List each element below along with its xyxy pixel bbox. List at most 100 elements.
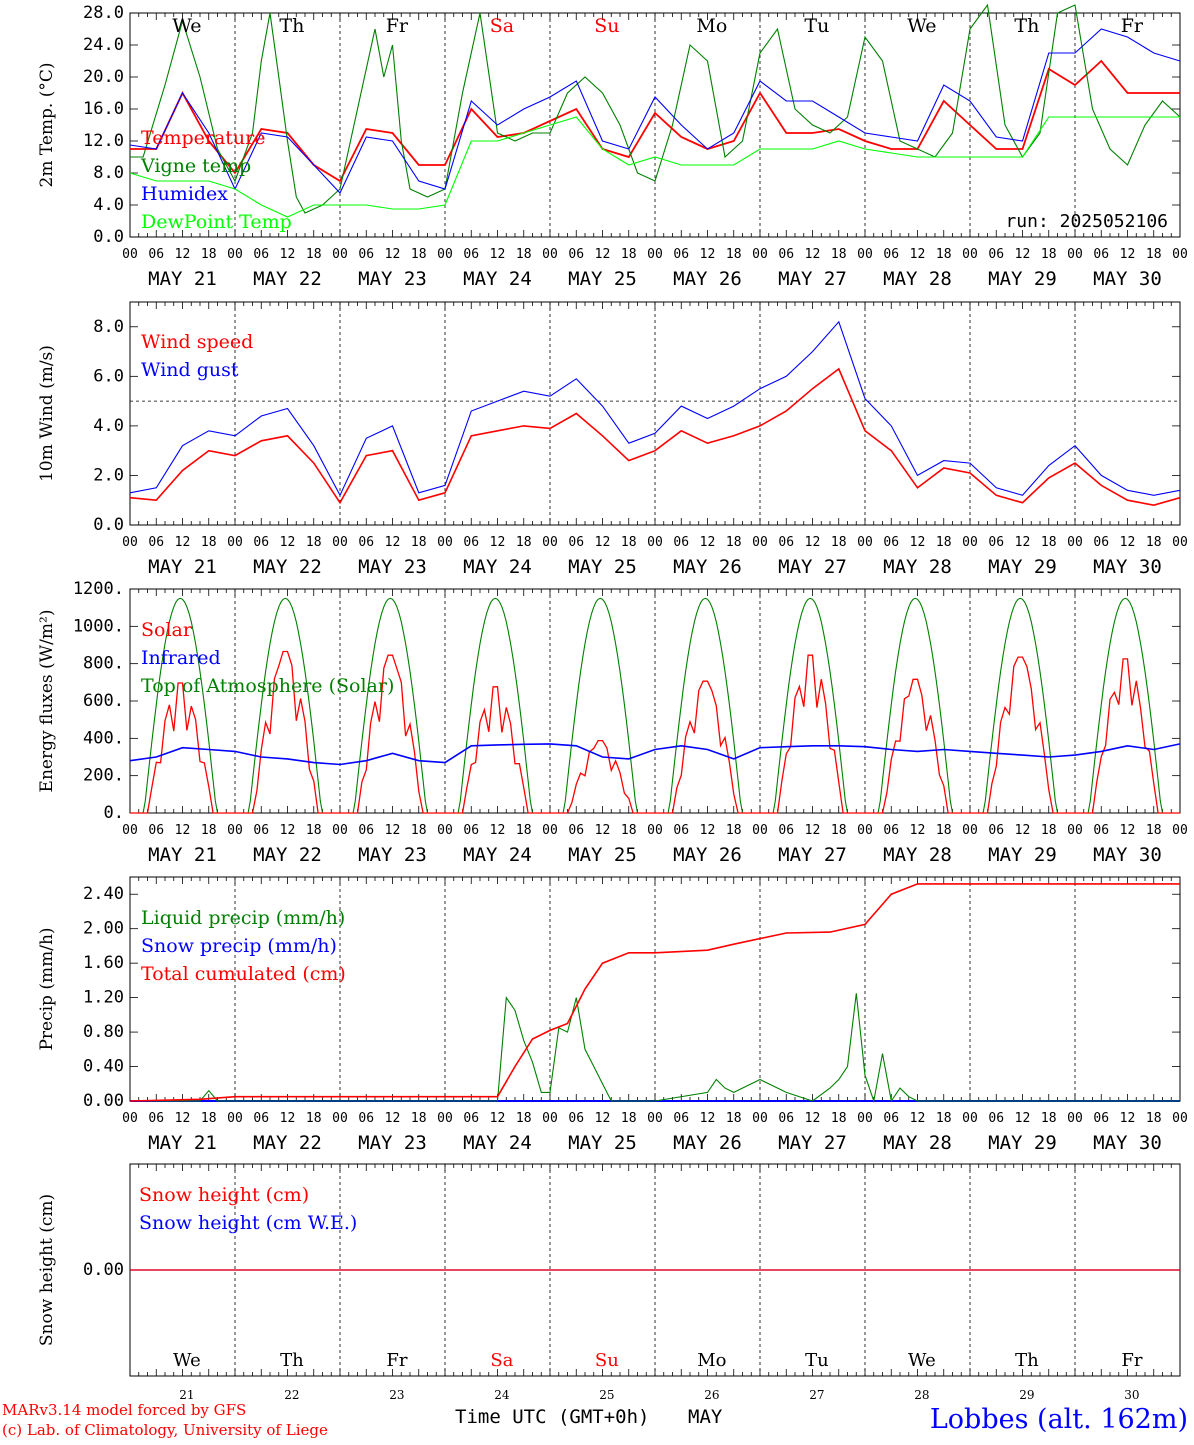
hour-tick-label: 00 [647,247,663,262]
hour-tick-label: 12 [490,823,506,838]
date-label: MAY 21 [148,268,217,290]
hour-tick-label: 00 [542,1111,558,1126]
y-tick-label: 800. [83,654,124,674]
hour-tick-label: 12 [700,1111,716,1126]
hour-tick-label: 18 [726,247,742,262]
date-label: MAY 26 [673,1132,742,1154]
y-tick-label: 8.0 [93,317,124,337]
hour-tick-label: 18 [1146,535,1162,550]
station-label: Lobbes (alt. 162m) [930,1404,1188,1435]
date-label: MAY 28 [883,1132,952,1154]
legend-liquid-precip-mm-h: Liquid precip (mm/h) [141,907,345,929]
hour-tick-label: 06 [778,535,794,550]
date-number-label: 23 [389,1388,404,1402]
date-label: MAY 29 [988,268,1057,290]
date-label: MAY 22 [253,844,322,866]
hour-tick-label: 12 [175,823,191,838]
y-tick-label: 0. [104,803,124,823]
credit-line-1: MARv3.14 model forced by GFS [2,1401,246,1419]
hour-tick-label: 06 [673,535,689,550]
date-number-label: 27 [809,1388,824,1402]
y-tick-label: 20.0 [83,67,124,87]
date-label: MAY 23 [358,556,427,578]
hour-tick-label: 00 [962,535,978,550]
liquid-precip-line [130,993,1180,1104]
hour-tick-label: 00 [122,535,138,550]
day-label: Mo [696,15,727,37]
panel-frame-2 [129,301,1181,526]
hour-tick-label: 12 [280,247,296,262]
y-tick-label: 1.60 [83,953,124,973]
month-label: MAY [688,1406,723,1428]
legend-snow-height-cm: Snow height (cm) [139,1184,309,1206]
y-tick-label: 0.0 [93,227,124,247]
hour-tick-label: 00 [752,1111,768,1126]
y-axis-label: Precip (mm/h) [37,927,57,1050]
hour-tick-label: 06 [463,1111,479,1126]
hour-tick-label: 18 [1041,535,1057,550]
hour-tick-label: 00 [332,823,348,838]
date-label: MAY 26 [673,844,742,866]
date-label: MAY 28 [883,844,952,866]
hour-tick-label: 00 [647,535,663,550]
day-label-bottom: Th [1015,1350,1039,1371]
date-number-label: 28 [914,1388,929,1402]
hour-tick-label: 18 [516,823,532,838]
date-label: MAY 25 [568,1132,637,1154]
y-tick-label: 2.40 [83,884,124,904]
hour-tick-label: 12 [280,535,296,550]
total-cumulated-line [129,883,1180,1102]
hour-tick-label: 06 [148,1111,164,1126]
y-tick-label: 0.00 [83,1091,124,1111]
hour-tick-label: 18 [201,1111,217,1126]
y-tick-label: 8.0 [93,163,124,183]
hour-tick-label: 06 [778,823,794,838]
hour-tick-label: 18 [831,1111,847,1126]
hour-tick-label: 18 [411,823,427,838]
hour-tick-label: 06 [1093,823,1109,838]
hour-tick-label: 00 [962,1111,978,1126]
date-label: MAY 27 [778,556,847,578]
day-label: Sa [490,15,514,37]
hour-tick-label: 12 [700,535,716,550]
legend-temperature: Temperature [141,127,265,149]
date-label: MAY 30 [1093,268,1162,290]
hour-tick-label: 18 [201,823,217,838]
hour-tick-label: 00 [227,247,243,262]
date-label: MAY 27 [778,268,847,290]
hour-tick-label: 18 [411,247,427,262]
credit-line-2: (c) Lab. of Climatology, University of L… [2,1421,328,1439]
date-label: MAY 29 [988,556,1057,578]
date-label: MAY 24 [463,556,532,578]
x-axis-label: Time UTC (GMT+0h) [455,1406,649,1428]
run-label: run: 2025052106 [1005,211,1168,232]
date-label: MAY 26 [673,268,742,290]
y-tick-label: 4.0 [93,416,124,436]
hour-tick-label: 00 [1172,823,1188,838]
date-label: MAY 23 [358,1132,427,1154]
hour-tick-label: 18 [621,535,637,550]
hour-tick-label: 18 [411,535,427,550]
temperature-line [130,59,1180,183]
hour-tick-label: 06 [358,247,374,262]
hour-tick-label: 06 [883,823,899,838]
hour-tick-label: 06 [673,823,689,838]
date-label: MAY 28 [883,268,952,290]
hour-tick-label: 18 [621,823,637,838]
hour-tick-label: 18 [621,247,637,262]
legend-top-of-atmosphere-solar: Top of Atmosphere (Solar) [141,675,394,697]
day-label-bottom: Fr [1121,1350,1142,1371]
hour-tick-label: 12 [385,247,401,262]
hour-tick-label: 00 [1172,247,1188,262]
y-tick-label: 12.0 [83,131,124,151]
infrared-line [129,743,1181,766]
hour-tick-label: 12 [700,247,716,262]
hour-tick-label: 12 [385,535,401,550]
hour-tick-label: 00 [857,535,873,550]
date-label: MAY 25 [568,268,637,290]
hour-tick-label: 18 [201,247,217,262]
legend-snow-height-cm-w-e: Snow height (cm W.E.) [139,1212,357,1234]
hour-tick-label: 12 [175,1111,191,1126]
day-label: We [907,15,936,37]
